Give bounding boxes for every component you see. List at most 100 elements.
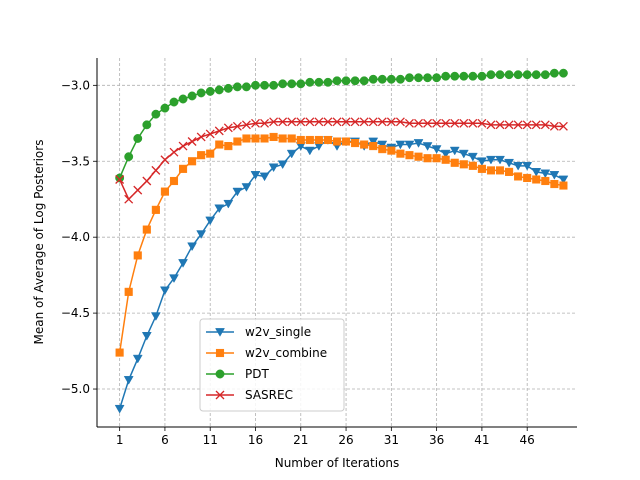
data-point-SASREC bbox=[386, 117, 396, 127]
data-point-SASREC-stroke bbox=[241, 120, 251, 130]
y-axis-label: Mean of Average of Log Posteriors bbox=[32, 140, 46, 345]
data-point-PDT bbox=[368, 74, 378, 84]
data-point-PDT bbox=[405, 73, 414, 83]
data-point-SASREC-stroke bbox=[305, 117, 315, 127]
data-point-PDT bbox=[450, 71, 460, 81]
data-point-SASREC-stroke bbox=[133, 185, 143, 195]
x-tick-label: 21 bbox=[293, 433, 308, 447]
data-point-w2v_combine bbox=[396, 149, 405, 158]
data-point-w2v_single bbox=[132, 354, 143, 364]
data-point-SASREC-stroke bbox=[205, 129, 215, 139]
data-point-SASREC-stroke bbox=[477, 118, 487, 128]
data-point-SASREC-stroke bbox=[160, 155, 170, 165]
data-point-w2v_combine bbox=[441, 155, 450, 164]
data-point-w2v_single bbox=[368, 137, 379, 147]
data-point-PDT bbox=[241, 82, 251, 92]
legend-marker bbox=[215, 328, 225, 337]
data-point-SASREC bbox=[214, 126, 224, 136]
data-point-SASREC-stroke bbox=[232, 121, 242, 131]
data-point-SASREC-stroke bbox=[323, 117, 333, 127]
data-point-w2v_combine bbox=[514, 172, 523, 181]
data-point-w2v_combine bbox=[233, 137, 242, 146]
series-PDT bbox=[115, 68, 568, 183]
data-point-PDT bbox=[395, 74, 405, 84]
data-point-SASREC-stroke bbox=[214, 126, 224, 136]
legend-entry-w2v_single: w2v_single bbox=[206, 325, 311, 339]
data-point-SASREC-stroke bbox=[287, 117, 297, 127]
data-point-PDT bbox=[223, 83, 233, 93]
data-point-PDT bbox=[432, 73, 442, 83]
data-point-PDT bbox=[423, 73, 433, 83]
data-point-SASREC-stroke bbox=[468, 118, 478, 128]
data-point-SASREC-stroke bbox=[314, 117, 324, 127]
data-point-SASREC-stroke bbox=[441, 118, 451, 128]
data-point-SASREC-stroke bbox=[513, 120, 523, 130]
data-point-SASREC-stroke bbox=[124, 194, 134, 204]
data-point-SASREC bbox=[477, 118, 487, 128]
data-point-SASREC bbox=[350, 117, 360, 127]
data-point-w2v_single bbox=[286, 149, 297, 159]
data-point-SASREC bbox=[423, 118, 433, 128]
data-point-SASREC-stroke bbox=[368, 117, 378, 127]
data-point-PDT bbox=[359, 76, 369, 86]
data-point-w2v_single bbox=[558, 175, 569, 185]
data-point-w2v_combine bbox=[523, 173, 532, 183]
data-point-w2v_combine bbox=[115, 348, 124, 357]
data-point-PDT bbox=[178, 94, 188, 104]
data-point-SASREC bbox=[323, 117, 333, 127]
data-point-w2v_combine bbox=[369, 142, 378, 151]
data-point-SASREC-stroke bbox=[332, 117, 342, 127]
data-point-SASREC bbox=[142, 176, 152, 186]
x-tick-label: 6 bbox=[161, 433, 169, 447]
data-point-w2v_combine bbox=[188, 157, 197, 166]
data-point-w2v_combine bbox=[477, 164, 486, 173]
data-point-w2v_single bbox=[214, 204, 225, 214]
data-point-SASREC bbox=[287, 117, 297, 127]
data-point-w2v_single bbox=[223, 199, 234, 209]
data-point-SASREC bbox=[441, 118, 451, 128]
data-point-w2v_combine bbox=[224, 142, 233, 151]
data-point-w2v_combine bbox=[169, 176, 179, 186]
series-w2v_single bbox=[114, 136, 569, 414]
data-point-w2v_combine bbox=[423, 154, 432, 163]
data-point-PDT bbox=[513, 70, 523, 80]
data-point-SASREC-stroke bbox=[414, 118, 423, 128]
data-point-SASREC bbox=[269, 117, 279, 127]
data-point-w2v_single bbox=[178, 259, 188, 268]
data-point-w2v_combine bbox=[450, 158, 459, 167]
data-point-w2v_combine bbox=[532, 175, 541, 184]
data-point-w2v_single bbox=[277, 160, 288, 170]
data-point-w2v_combine bbox=[495, 166, 505, 175]
data-point-w2v_combine bbox=[405, 151, 414, 160]
data-point-w2v_combine bbox=[287, 134, 296, 143]
data-point-SASREC-stroke bbox=[522, 120, 532, 130]
series-group bbox=[114, 68, 569, 414]
data-point-w2v_combine bbox=[550, 179, 559, 189]
legend: w2v_single w2v_combine PDT SASREC bbox=[199, 318, 345, 412]
data-point-w2v_single bbox=[304, 146, 315, 156]
data-point-SASREC bbox=[414, 118, 423, 128]
data-point-PDT bbox=[377, 74, 387, 84]
data-point-SASREC bbox=[513, 120, 523, 130]
data-point-PDT bbox=[314, 77, 324, 87]
data-point-w2v_combine bbox=[459, 160, 468, 169]
data-point-PDT bbox=[531, 70, 541, 80]
data-point-SASREC bbox=[241, 120, 251, 130]
data-point-w2v_single bbox=[395, 140, 406, 150]
data-point-w2v_single bbox=[159, 286, 170, 296]
data-point-w2v_combine bbox=[378, 145, 387, 154]
data-point-w2v_single bbox=[259, 172, 270, 182]
legend-frame bbox=[199, 318, 345, 412]
data-point-SASREC bbox=[296, 117, 306, 127]
data-point-SASREC bbox=[558, 121, 568, 131]
data-point-SASREC-stroke bbox=[404, 118, 414, 128]
data-point-SASREC-stroke bbox=[142, 176, 152, 186]
data-point-w2v_single bbox=[449, 146, 460, 156]
data-point-w2v_single bbox=[486, 155, 496, 165]
data-point-w2v_combine bbox=[133, 251, 142, 260]
data-point-PDT bbox=[477, 71, 487, 81]
data-point-SASREC bbox=[450, 118, 460, 128]
data-point-SASREC bbox=[522, 120, 532, 130]
data-point-w2v_combine bbox=[296, 135, 305, 145]
